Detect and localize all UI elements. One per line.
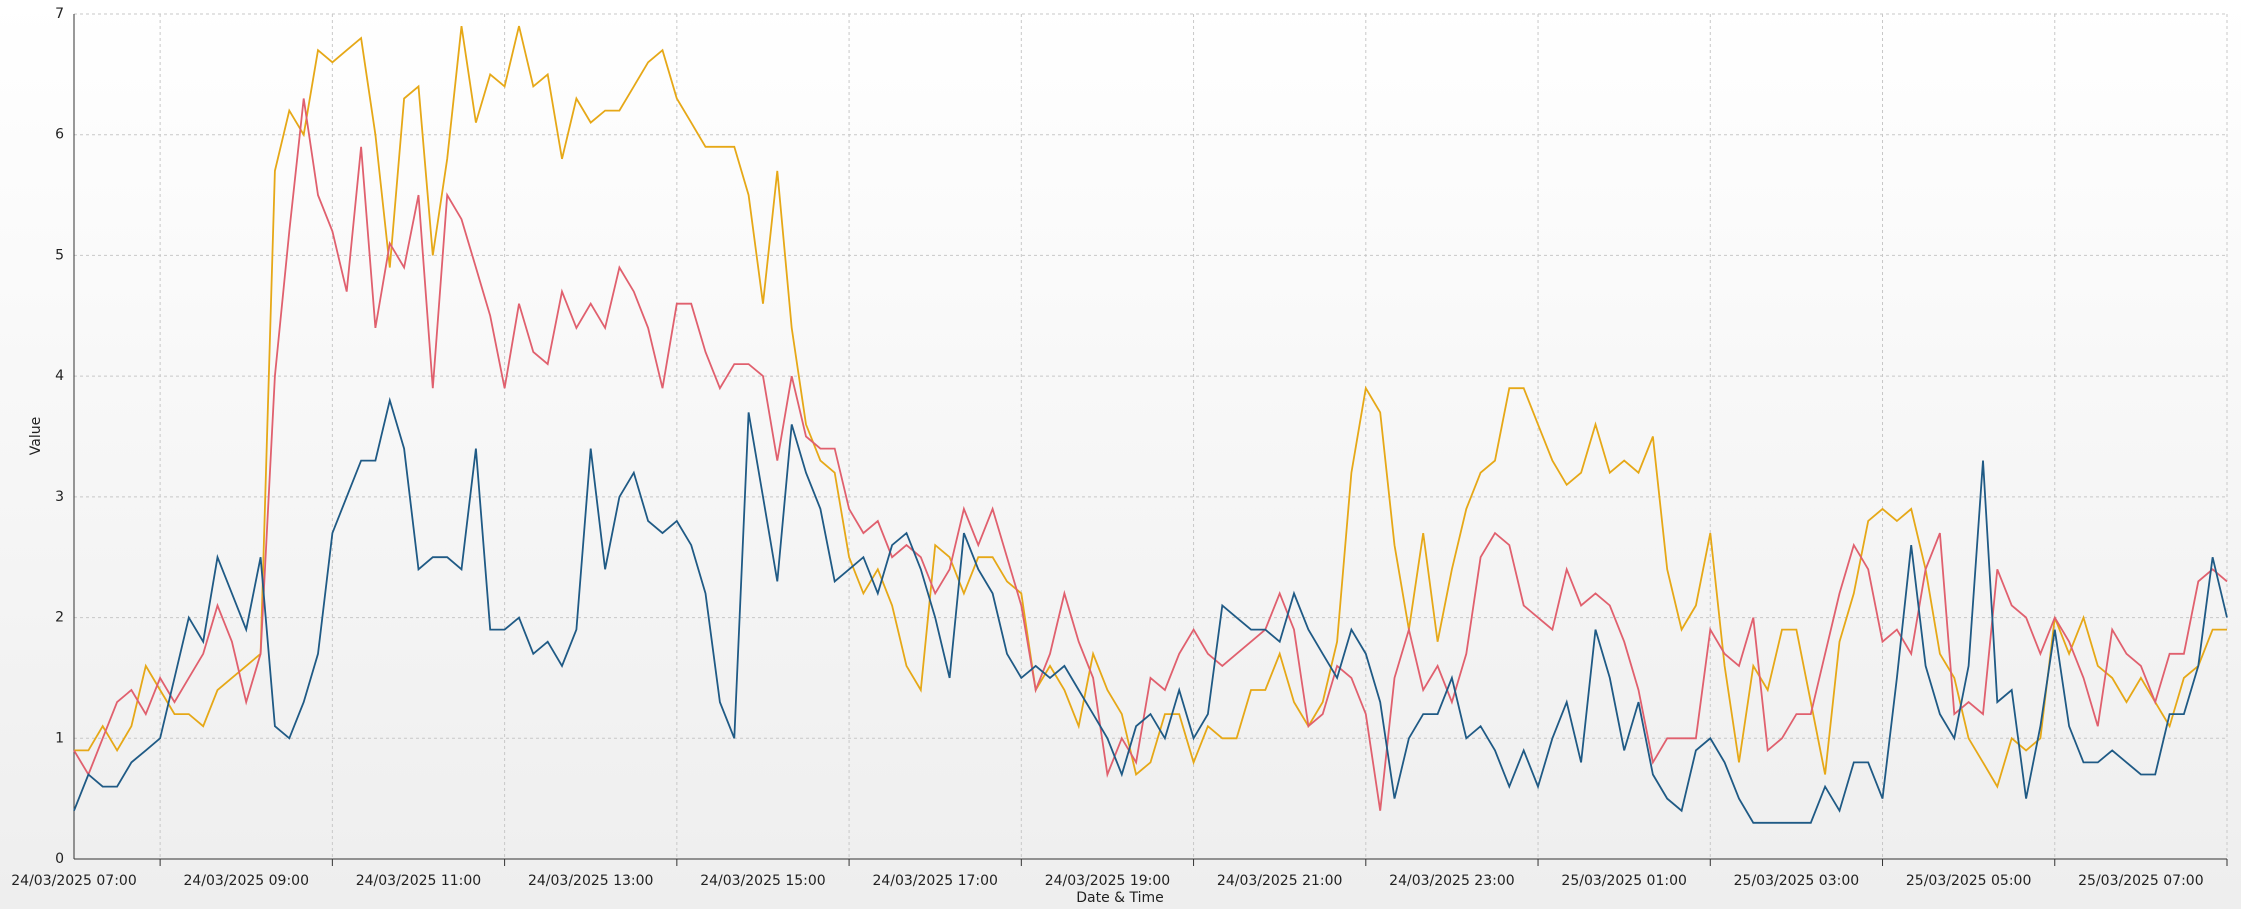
- x-tick-label: 24/03/2025 13:00: [528, 873, 654, 889]
- x-tick-label: 25/03/2025 01:00: [1561, 873, 1687, 889]
- y-tick-label: 5: [55, 247, 64, 263]
- x-tick-label: 25/03/2025 07:00: [2078, 873, 2204, 889]
- x-tick-label: 24/03/2025 07:00: [11, 873, 137, 889]
- x-tick-label: 24/03/2025 23:00: [1389, 873, 1515, 889]
- x-tick-label: 24/03/2025 09:00: [183, 873, 309, 889]
- x-tick-label: 25/03/2025 03:00: [1734, 873, 1860, 889]
- y-axis-label: Value: [28, 417, 44, 455]
- series-line: [74, 25, 2227, 789]
- x-tick-label: 24/03/2025 17:00: [872, 873, 998, 889]
- y-tick-label: 7: [55, 6, 64, 22]
- y-tick-label: 6: [55, 127, 64, 143]
- y-tick-label: 4: [55, 368, 64, 384]
- y-tick-label: 1: [55, 730, 64, 746]
- x-tick-label: 24/03/2025 11:00: [356, 873, 482, 889]
- y-tick-label: 2: [55, 610, 64, 626]
- x-tick-label: 24/03/2025 19:00: [1045, 873, 1171, 889]
- y-tick-label: 0: [55, 851, 64, 867]
- y-tick-label: 3: [55, 489, 64, 505]
- series-line: [73, 396, 2228, 824]
- x-tick-label: 24/03/2025 21:00: [1217, 873, 1343, 889]
- x-axis-label: Date & Time: [1076, 890, 1164, 906]
- x-tick-label: 25/03/2025 05:00: [1906, 873, 2032, 889]
- series-line: [73, 98, 2228, 811]
- x-tick-label: 24/03/2025 15:00: [700, 873, 826, 889]
